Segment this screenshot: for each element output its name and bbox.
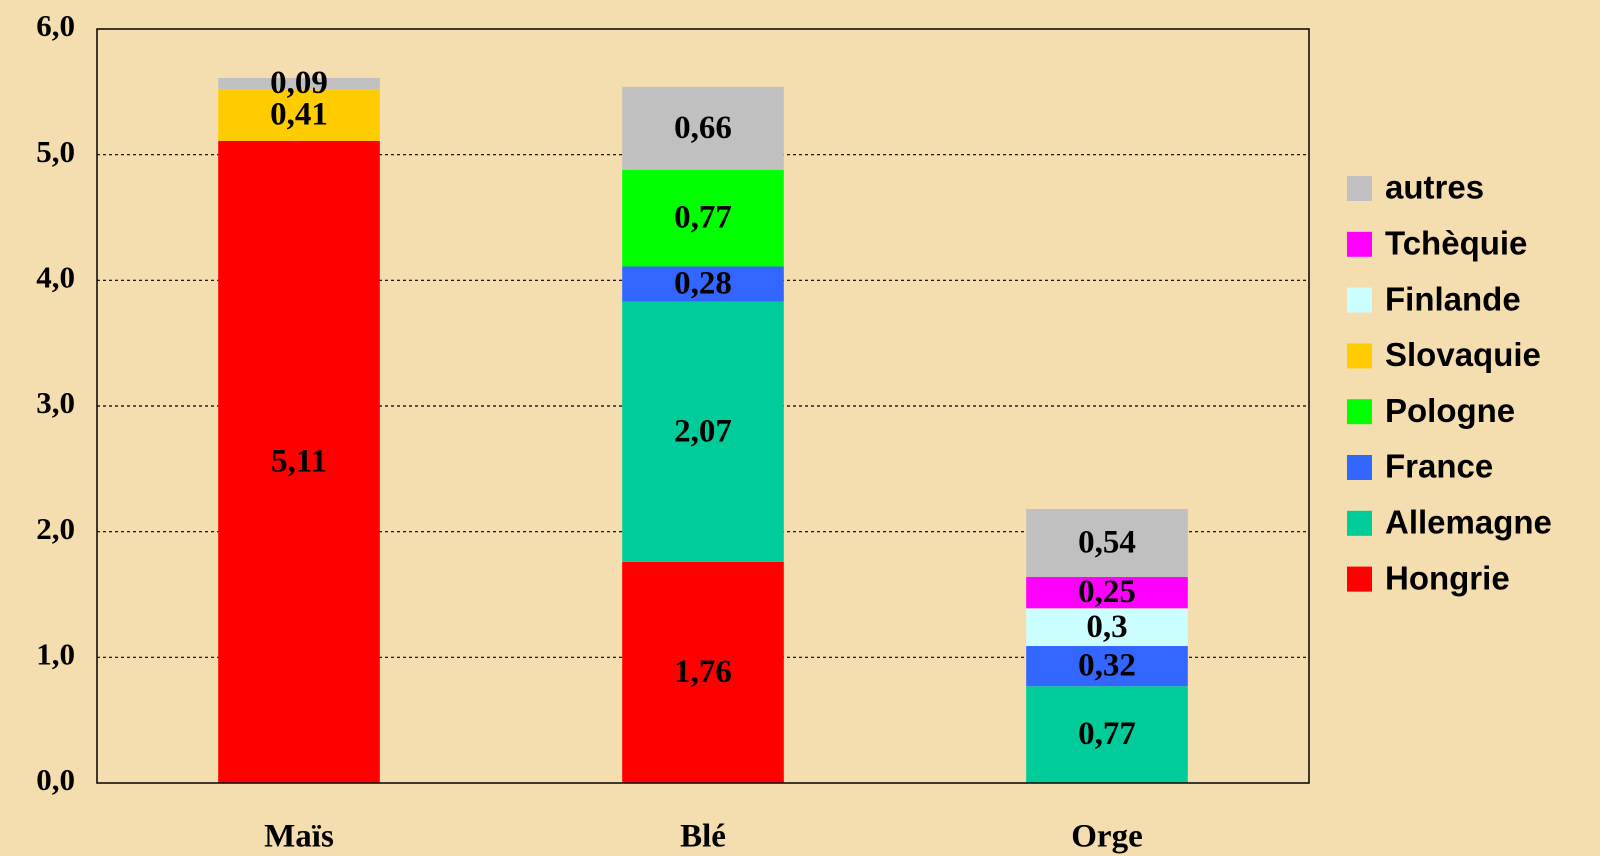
y-tick-label: 6,0 [36,8,75,43]
data-label: 5,11 [271,443,327,479]
bar-segment [622,301,784,562]
data-label: 0,41 [270,97,328,133]
x-tick-label: Orge [1071,819,1142,855]
bar-segment [1026,646,1188,687]
data-label: 0,09 [270,65,328,101]
legend-label: Hongrie [1385,559,1510,596]
legend-label: Allemagne [1385,504,1552,541]
y-tick-label: 5,0 [36,134,75,169]
plot-border [96,28,1310,784]
data-label: 0,77 [1078,716,1136,752]
y-tick-label: 3,0 [36,385,75,420]
y-tick-label: 2,0 [36,511,75,546]
legend-swatch [1347,231,1372,257]
data-label: 0,32 [1078,648,1136,684]
data-label: 0,3 [1086,609,1127,645]
data-label: 0,66 [674,110,732,146]
legend-label: Tchèquie [1385,225,1527,262]
bar-segment [1026,509,1188,577]
legend-swatch [1347,399,1372,425]
legend-label: Pologne [1385,392,1515,429]
bar-segment [1026,608,1188,647]
bar-segment [622,561,784,783]
y-tick-label: 4,0 [36,259,75,294]
legend-label: Slovaquie [1385,336,1541,373]
bar-segment [1026,576,1188,609]
bar-segment [218,78,380,90]
bar-segment [1026,686,1188,783]
x-tick-label: Maïs [264,819,334,855]
bar-segment [622,86,784,170]
legend-label: France [1385,448,1493,485]
data-label: 0,54 [1078,525,1136,561]
bar-segment [218,140,380,784]
data-label: 1,76 [674,654,732,690]
bar-segment [622,169,784,267]
legend-swatch [1347,287,1372,313]
y-tick-label: 0,0 [36,762,75,797]
legend-swatch [1347,455,1372,480]
legend-swatch [1347,176,1372,201]
y-tick-label: 1,0 [36,636,75,671]
x-tick-label: Blé [680,819,726,855]
legend-swatch [1347,510,1372,536]
data-label: 0,25 [1078,574,1136,610]
data-label: 0,77 [674,200,732,236]
bar-segment [622,266,784,302]
legend-swatch [1347,343,1372,369]
bar-segment [218,89,380,141]
legend-label: autres [1385,169,1484,206]
data-label: 2,07 [674,413,732,449]
legend-swatch [1347,566,1372,592]
data-label: 0,28 [674,266,732,302]
legend-label: Finlande [1385,280,1521,317]
